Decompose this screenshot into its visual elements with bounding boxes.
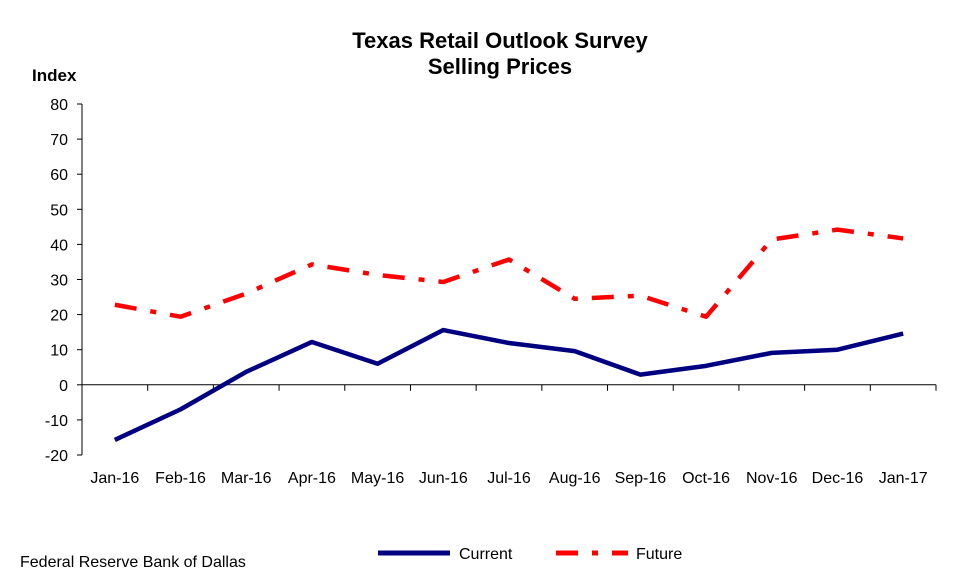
y-tick-label: 0 [59,378,68,395]
x-tick-label: Oct-16 [682,470,730,487]
y-tick-label: 80 [50,97,68,114]
y-tick-label: 30 [50,273,68,290]
x-tick-label: Jul-16 [487,470,531,487]
source-note: Federal Reserve Bank of Dallas [20,554,246,571]
chart-subtitle: Selling Prices [428,54,572,79]
x-tick-label: Apr-16 [288,470,336,487]
x-tick-label: Jan-16 [90,470,139,487]
y-tick-label: 40 [50,237,68,254]
x-axis: Jan-16 Feb-16 Mar-16 Apr-16 May-16 Jun-16 Jul-… [81,384,937,487]
y-tick-label: 50 [50,202,68,219]
y-tick-label: -20 [45,448,68,465]
x-tick-label: Aug-16 [549,470,601,487]
y-axis-label: Index [32,66,77,85]
x-tick-label: Jan-17 [879,470,928,487]
x-tick-label: Mar-16 [221,470,272,487]
series-layer [113,227,904,442]
series-line-future [114,227,904,319]
series-line-current [113,327,904,442]
y-tick-label: 10 [50,343,68,360]
x-tick-label: Dec-16 [812,470,864,487]
x-tick-label: Jun-16 [419,470,468,487]
x-tick-label: May-16 [351,470,404,487]
y-axis: 80 70 60 50 40 30 20 10 0 -10 -20 [45,97,83,465]
y-tick-label: 70 [50,132,68,149]
legend-label-current: Current [459,546,513,563]
y-tick-label: -10 [45,413,68,430]
y-tick-label: 60 [50,167,68,184]
legend-label-future: Future [636,546,682,563]
y-tick-label: 20 [50,308,68,325]
chart-title: Texas Retail Outlook Survey [352,28,648,53]
x-tick-label: Feb-16 [155,470,206,487]
x-tick-label: Sep-16 [615,470,667,487]
x-tick-label: Nov-16 [746,470,798,487]
legend: Current Future [378,546,682,563]
